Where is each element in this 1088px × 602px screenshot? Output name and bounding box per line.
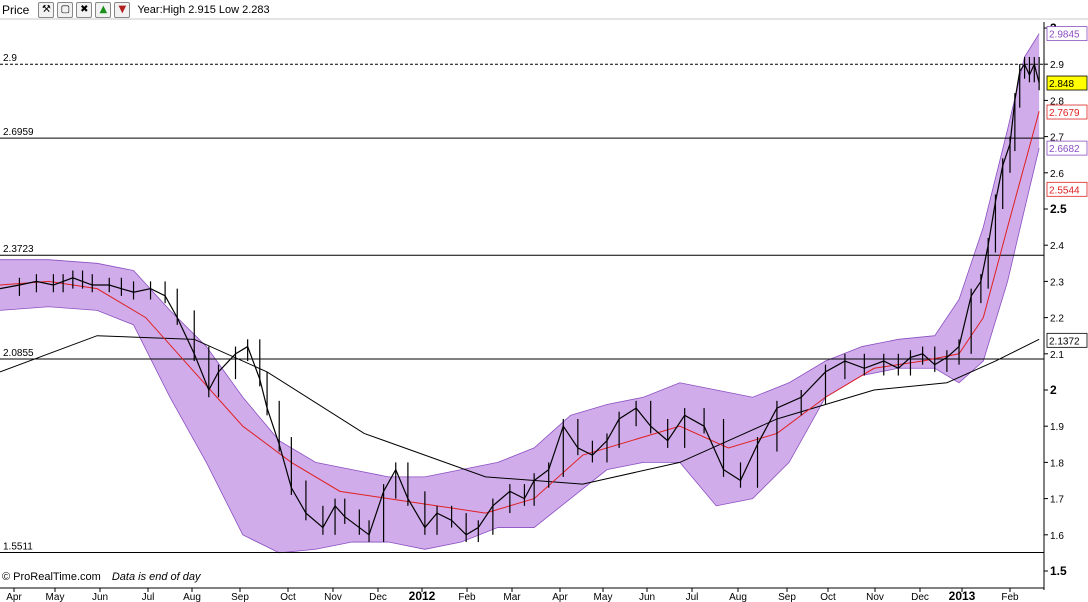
value-tag-box-3 [1046, 140, 1088, 156]
chart-toolbar: Price ⚒ ▢ ✖ ▲ ▼ Year:High 2.915 Low 2.28… [0, 0, 270, 19]
value-tag-box-4 [1046, 181, 1088, 197]
up-arrow-icon[interactable]: ▲ [95, 1, 112, 18]
level-label-4: 1.5511 [3, 542, 33, 553]
value-tag-1: 2.848 [1049, 79, 1074, 90]
x-tick-label-5: Sep [231, 592, 249, 602]
x-tick-label-0: Apr [6, 592, 22, 602]
level-label-2: 2.3723 [3, 244, 34, 255]
y-tick-label-11: 2.6 [1050, 169, 1064, 180]
x-tick-label-11: Mar [503, 592, 521, 602]
down-arrow-icon[interactable]: ▼ [114, 1, 131, 18]
x-tick-label-10: Feb [458, 592, 476, 602]
level-label-1: 2.6959 [3, 127, 34, 138]
value-tag-4: 2.5544 [1049, 185, 1080, 196]
brand-label: © ProRealTime.com [2, 571, 101, 583]
value-tag-5: 2.1372 [1049, 336, 1080, 347]
x-tick-label-12: Apr [552, 592, 568, 602]
x-tick-label-1: May [46, 592, 65, 602]
x-tick-label-6: Oct [280, 592, 296, 602]
x-tick-label-4: Aug [183, 592, 201, 602]
y-tick-label-10: 2.5 [1050, 202, 1067, 216]
bollinger-band-area [0, 33, 1040, 553]
x-tick-label-22: Feb [1001, 592, 1019, 602]
y-tick-label-6: 2.1 [1050, 350, 1064, 361]
x-tick-label-7: Nov [324, 592, 342, 602]
x-tick-label-3: Jul [142, 592, 155, 602]
x-tick-label-9: 2012 [409, 589, 436, 602]
wrench-icon[interactable]: ⚒ [38, 1, 55, 18]
value-tag-box-1 [1046, 75, 1088, 91]
y-tick-label-1: 1.6 [1050, 531, 1064, 542]
window-icon[interactable]: ▢ [57, 1, 74, 18]
value-tag-0: 2.9845 [1049, 30, 1080, 41]
x-tick-label-19: Nov [866, 592, 884, 602]
value-tag-box-0 [1046, 26, 1088, 42]
y-tick-label-8: 2.3 [1050, 277, 1064, 288]
level-label-3: 2.0855 [3, 348, 34, 359]
y-tick-label-14: 2.9 [1050, 60, 1064, 71]
value-tag-box-2 [1046, 104, 1088, 120]
value-tag-box-5 [1046, 332, 1088, 348]
y-tick-label-5: 2 [1050, 383, 1057, 397]
x-tick-label-2: Jun [92, 592, 108, 602]
price-close-line [0, 62, 1040, 536]
bollinger-upper-line [0, 33, 1040, 478]
x-tick-label-18: Oct [820, 592, 836, 602]
level-label-0: 2.9 [3, 53, 17, 64]
footer: © ProRealTime.com Data is end of day [2, 571, 201, 583]
y-tick-label-13: 2.8 [1050, 96, 1064, 107]
x-tick-label-21: 2013 [949, 589, 976, 602]
x-tick-label-15: Jul [686, 592, 699, 602]
x-tick-label-13: May [594, 592, 613, 602]
x-tick-label-14: Jun [639, 592, 655, 602]
x-tick-label-16: Aug [729, 592, 747, 602]
x-tick-label-8: Dec [369, 592, 387, 602]
y-tick-label-3: 1.8 [1050, 458, 1064, 469]
data-note: Data is end of day [111, 571, 201, 583]
y-tick-label-7: 2.2 [1050, 314, 1064, 325]
y-tick-label-2: 1.7 [1050, 495, 1064, 506]
chart-title-price: Price [2, 2, 30, 17]
year-high-low: Year:High 2.915 Low 2.283 [137, 3, 270, 16]
value-tag-3: 2.6682 [1049, 144, 1080, 155]
x-tick-label-20: Dec [911, 592, 929, 602]
y-tick-label-0: 1.5 [1050, 564, 1067, 578]
x-tick-label-17: Sep [778, 592, 796, 602]
close-icon[interactable]: ✖ [76, 1, 93, 18]
y-tick-label-9: 2.4 [1050, 241, 1064, 252]
y-tick-label-4: 1.9 [1050, 422, 1064, 433]
value-tag-2: 2.7679 [1049, 108, 1080, 119]
y-tick-label-12: 2.7 [1050, 133, 1064, 144]
